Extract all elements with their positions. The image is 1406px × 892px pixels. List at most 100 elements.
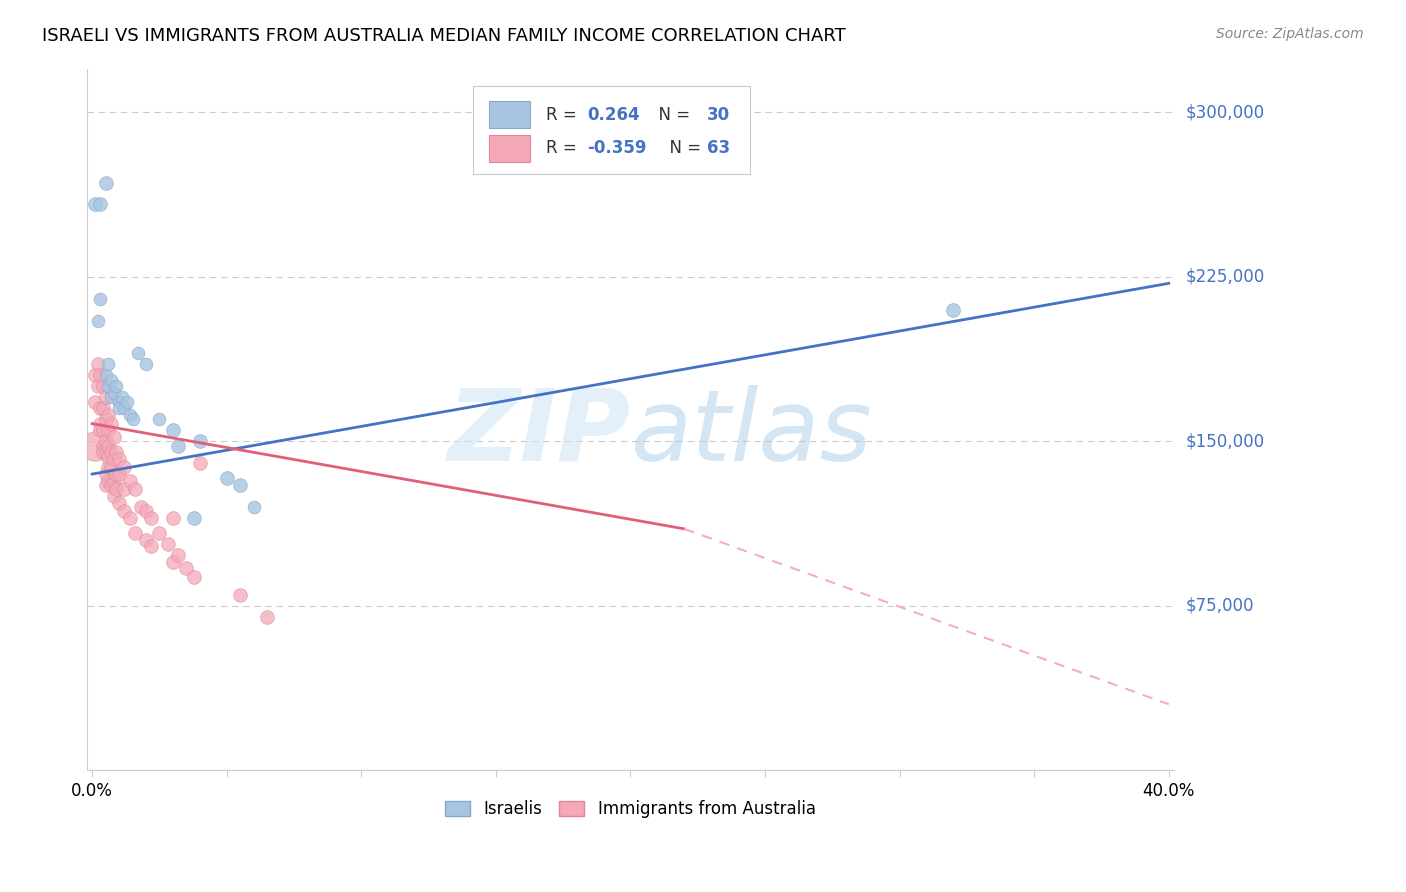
Point	[97, 423, 120, 437]
Text: $225,000: $225,000	[1185, 268, 1264, 285]
Point	[86, 358, 108, 372]
Point	[100, 390, 122, 404]
Point	[229, 478, 252, 492]
Point	[114, 504, 136, 518]
Text: ISRAELI VS IMMIGRANTS FROM AUSTRALIA MEDIAN FAMILY INCOME CORRELATION CHART: ISRAELI VS IMMIGRANTS FROM AUSTRALIA MED…	[42, 27, 846, 45]
Point	[105, 483, 128, 497]
Point	[188, 456, 211, 470]
Point	[129, 500, 152, 514]
Text: $150,000: $150,000	[1185, 433, 1264, 450]
Point	[94, 434, 117, 449]
Point	[188, 434, 211, 449]
Point	[94, 390, 117, 404]
Text: ZIP: ZIP	[447, 384, 630, 482]
Point	[108, 394, 131, 409]
FancyBboxPatch shape	[489, 102, 530, 128]
Text: -0.359: -0.359	[586, 139, 647, 158]
Point	[167, 439, 190, 453]
Point	[108, 495, 131, 509]
Text: $75,000: $75,000	[1185, 597, 1254, 615]
Point	[108, 467, 131, 481]
Text: $300,000: $300,000	[1185, 103, 1264, 121]
Point	[148, 412, 170, 426]
Point	[156, 537, 179, 551]
Point	[215, 471, 238, 485]
Point	[86, 313, 108, 327]
Point	[97, 450, 120, 464]
FancyBboxPatch shape	[489, 136, 530, 161]
Point	[103, 430, 125, 444]
Point	[127, 346, 149, 360]
Point	[229, 588, 252, 602]
Text: Source: ZipAtlas.com: Source: ZipAtlas.com	[1216, 27, 1364, 41]
Point	[148, 526, 170, 541]
Point	[124, 526, 146, 541]
Point	[108, 401, 131, 416]
Point	[83, 197, 105, 211]
Point	[105, 379, 128, 393]
Point	[83, 368, 105, 383]
Point	[100, 478, 122, 492]
Text: 0.264: 0.264	[586, 106, 640, 124]
Point	[105, 445, 128, 459]
Point	[103, 474, 125, 488]
Point	[162, 511, 184, 525]
Point	[108, 451, 131, 466]
Point	[121, 412, 143, 426]
Point	[162, 555, 184, 569]
Point	[89, 423, 111, 437]
Text: N =: N =	[659, 139, 706, 158]
Point	[256, 609, 278, 624]
Point	[242, 500, 264, 514]
Point	[86, 379, 108, 393]
Point	[118, 408, 141, 422]
Point	[89, 401, 111, 416]
Point	[183, 570, 205, 584]
Point	[94, 445, 117, 459]
Point	[89, 292, 111, 306]
Point	[118, 474, 141, 488]
Point	[91, 445, 114, 459]
Point	[91, 379, 114, 393]
Point	[115, 394, 138, 409]
Point	[114, 401, 136, 416]
Point	[100, 417, 122, 431]
Text: N =: N =	[648, 106, 695, 124]
Point	[83, 439, 105, 453]
Point	[94, 478, 117, 492]
Point	[91, 423, 114, 437]
Point	[89, 197, 111, 211]
Point	[942, 302, 965, 317]
Point	[141, 540, 163, 554]
Point	[100, 460, 122, 475]
Point	[89, 368, 111, 383]
Legend: Israelis, Immigrants from Australia: Israelis, Immigrants from Australia	[439, 794, 823, 825]
Point	[97, 408, 120, 422]
Point	[135, 533, 157, 547]
Point	[91, 439, 114, 453]
Point	[94, 176, 117, 190]
Point	[103, 489, 125, 503]
Text: 30: 30	[707, 106, 730, 124]
Point	[97, 379, 120, 393]
Text: R =: R =	[546, 139, 582, 158]
Point	[114, 483, 136, 497]
Point	[176, 561, 198, 575]
Text: atlas: atlas	[630, 384, 872, 482]
Point	[89, 417, 111, 431]
Point	[135, 358, 157, 372]
Point	[94, 412, 117, 426]
Point	[111, 390, 134, 404]
Point	[118, 511, 141, 525]
Point	[97, 460, 120, 475]
Point	[97, 474, 120, 488]
Point	[105, 467, 128, 481]
Point	[167, 548, 190, 562]
Point	[103, 451, 125, 466]
Text: 63: 63	[707, 139, 730, 158]
Point	[103, 386, 125, 401]
Point	[141, 511, 163, 525]
Point	[124, 483, 146, 497]
Point	[135, 504, 157, 518]
Point	[94, 467, 117, 481]
